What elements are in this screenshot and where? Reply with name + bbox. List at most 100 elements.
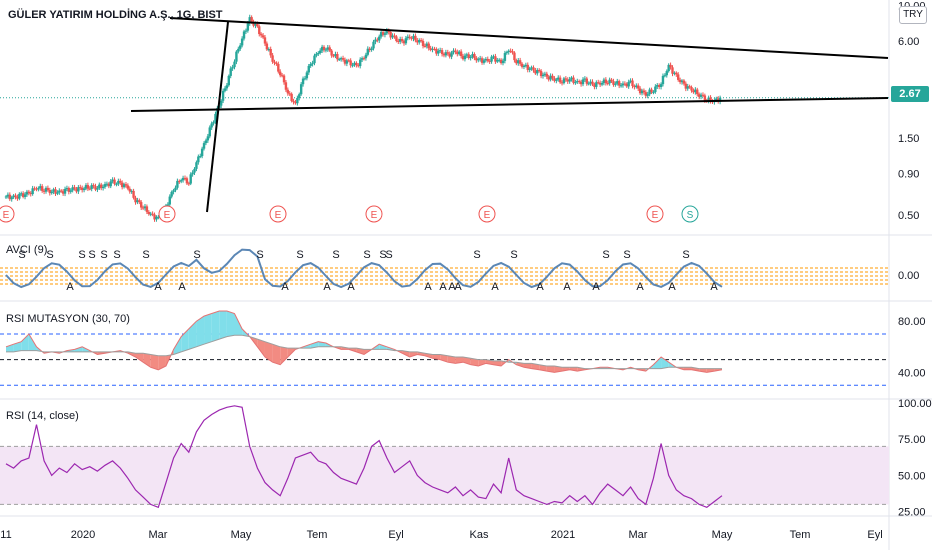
event-marker-label: E <box>3 210 10 221</box>
candle-body <box>279 71 282 76</box>
candle-body <box>67 187 71 192</box>
candle-body <box>505 52 509 54</box>
avci-axis-tick: 0.00 <box>898 270 919 282</box>
candle-body <box>280 75 284 77</box>
avci-buy-signal: A <box>491 281 499 293</box>
mutation-down-fill <box>554 366 563 373</box>
mutation-up-fill <box>28 334 37 351</box>
candle-body <box>101 186 105 189</box>
mutation-down-fill <box>699 368 707 373</box>
candle-body <box>82 188 86 191</box>
candle-body <box>197 156 200 163</box>
candle-body <box>490 56 493 62</box>
candle-body <box>174 187 177 191</box>
avci-sell-signal: S <box>256 249 263 261</box>
candle-body <box>296 97 299 104</box>
avci-sell-signal: S <box>363 249 370 261</box>
candle-body <box>678 79 682 83</box>
support-trendline <box>130 97 889 112</box>
candle-body <box>381 32 385 35</box>
mutation-up-fill <box>74 346 83 352</box>
x-axis-tick: Eyl <box>388 529 403 541</box>
candle-body <box>140 202 143 208</box>
candle-body <box>69 190 72 192</box>
candle-body <box>553 78 556 81</box>
candle-body <box>574 82 577 84</box>
candle-body <box>557 77 560 80</box>
candle-body <box>119 180 122 183</box>
candle-body <box>635 85 638 88</box>
candle-body <box>259 34 263 36</box>
candle-body <box>614 83 617 85</box>
currency-badge[interactable]: TRY <box>899 6 927 24</box>
candle-body <box>532 67 535 71</box>
candle-body <box>416 40 419 43</box>
candle-body <box>360 58 364 60</box>
rsi-line <box>5 405 723 509</box>
candle-body <box>324 49 328 51</box>
candle-body <box>370 48 373 51</box>
mutation-down-fill <box>691 367 700 372</box>
candle-body <box>120 182 124 188</box>
candle-body <box>572 77 575 83</box>
avci-buy-signal: A <box>636 281 644 293</box>
mutation-down-fill <box>706 368 715 373</box>
candle-body <box>8 194 12 200</box>
candle-body <box>46 187 50 190</box>
mutation-axis-tick: 80.00 <box>898 316 926 328</box>
candle-body <box>309 63 312 66</box>
candle-body <box>138 200 141 203</box>
candle-body <box>341 58 345 60</box>
mutation-axis-tick: 40.00 <box>898 367 926 379</box>
candle-body <box>319 50 322 53</box>
candle-body <box>488 60 491 62</box>
price-axis-tick: 6.00 <box>898 36 919 48</box>
mutation-up-fill <box>653 357 662 369</box>
candle-body <box>37 188 40 190</box>
candle-body <box>383 33 387 35</box>
candle-body <box>227 75 230 86</box>
candle-body <box>313 55 316 64</box>
candle-body <box>442 54 446 56</box>
candle-body <box>225 85 229 89</box>
candle-body <box>602 79 606 84</box>
candle-body <box>336 54 339 60</box>
earnings-event-marker <box>365 205 383 223</box>
mutation-up-fill <box>196 316 205 347</box>
candle-body <box>191 172 194 175</box>
avci-buy-signal: A <box>178 281 186 293</box>
candle-body <box>261 35 265 38</box>
avci-buy-signal: A <box>66 281 74 293</box>
candle-body <box>492 56 495 58</box>
candle-body <box>80 187 84 191</box>
candle-body <box>591 81 594 85</box>
candle-body <box>646 94 649 96</box>
candle-body <box>73 187 76 189</box>
candle-body <box>659 84 663 88</box>
avci-buy-signal: A <box>454 281 462 293</box>
candle-body <box>530 67 533 69</box>
candle-body <box>541 74 545 77</box>
candle-body <box>322 46 326 51</box>
candle-body <box>219 100 223 106</box>
candle-body <box>667 64 670 72</box>
candle-body <box>105 183 109 185</box>
candle-body <box>4 196 8 198</box>
earnings-event-marker <box>0 205 15 223</box>
candle-body <box>143 206 147 209</box>
mutation-down-fill <box>569 367 578 372</box>
candle-body <box>136 200 139 203</box>
candle-body <box>372 41 375 49</box>
candle-body <box>513 52 516 61</box>
candle-body <box>267 49 270 51</box>
candle-body <box>438 50 442 52</box>
candle-body <box>456 51 459 55</box>
candle-body <box>221 90 225 101</box>
price-axis-tick: 0.50 <box>898 210 919 222</box>
candle-body <box>568 79 571 82</box>
candle-body <box>84 185 88 189</box>
candle-body <box>200 148 204 157</box>
candle-body <box>549 75 552 80</box>
